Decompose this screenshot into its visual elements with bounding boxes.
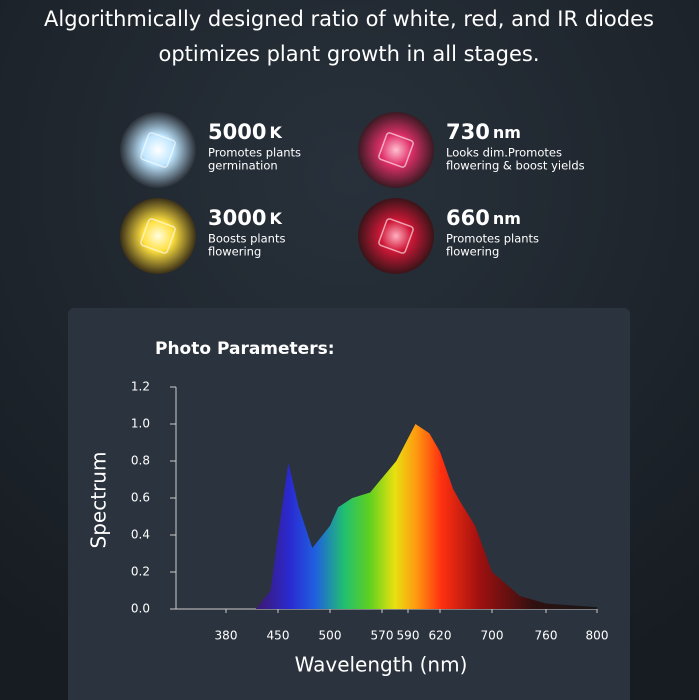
diode-description: Boosts plants [208, 232, 285, 246]
diode-icon [120, 198, 196, 274]
diode-chip [140, 132, 176, 168]
diode-description: flowering [208, 245, 261, 259]
x-tick-label: 380 [215, 629, 238, 643]
x-axis-label: Wavelength (nm) [295, 653, 468, 677]
x-tick-label: 700 [481, 629, 504, 643]
diode-description: flowering & boost yields [446, 159, 585, 173]
diode-chip [378, 132, 414, 168]
diode-description: flowering [446, 245, 499, 259]
diode-value: 730 [446, 120, 490, 144]
diode-value: 660 [446, 206, 490, 230]
diode-chip [140, 218, 176, 254]
diode-chip [378, 218, 414, 254]
diode-unit: nm [493, 123, 521, 142]
plot: 0.0 0.2 0.4 0.6 0.8 1.0 1.2 380 450 500 570 590 620 7… [131, 380, 609, 643]
x-tick-label: 570 [371, 629, 394, 643]
diode-unit: nm [493, 209, 521, 228]
y-tick-label: 0.2 [131, 565, 150, 579]
diode-unit: K [269, 209, 282, 228]
spectrum-area [255, 424, 597, 609]
diode-description: Promotes plants [446, 232, 539, 246]
x-tick-label: 450 [267, 629, 290, 643]
diode-description: germination [208, 159, 278, 173]
y-tick-label: 0.4 [131, 528, 150, 542]
x-tick-label: 590 [397, 629, 420, 643]
y-tick-label: 1.0 [131, 417, 150, 431]
diode-spec: 730 nm [446, 120, 521, 144]
y-axis-label: Spectrum [87, 452, 111, 549]
y-tick-label: 0.0 [131, 602, 150, 616]
header-line: Algorithmically designed ratio of white,… [44, 7, 654, 31]
x-tick-label: 760 [535, 629, 558, 643]
diode-spec: 3000 K [208, 206, 282, 230]
diode-description: Promotes plants [208, 146, 301, 160]
diode-icon [358, 112, 434, 188]
header-line: optimizes plant growth in all stages. [158, 42, 539, 66]
diode-unit: K [269, 123, 282, 142]
diode-icon [120, 112, 196, 188]
y-tick-label: 0.6 [131, 491, 150, 505]
chart-title: Photo Parameters: [155, 339, 335, 359]
diode-value: 3000 [208, 206, 266, 230]
diode-icon [358, 198, 434, 274]
diode-spec: 660 nm [446, 206, 521, 230]
diode-spec: 5000 K [208, 120, 282, 144]
x-tick-label: 800 [586, 629, 609, 643]
x-tick-label: 620 [429, 629, 452, 643]
diode-value: 5000 [208, 120, 266, 144]
y-tick-label: 0.8 [131, 454, 150, 468]
y-tick-label: 1.2 [131, 380, 150, 394]
x-tick-label: 500 [319, 629, 342, 643]
diode-description: Looks dim.Promotes [446, 146, 562, 160]
